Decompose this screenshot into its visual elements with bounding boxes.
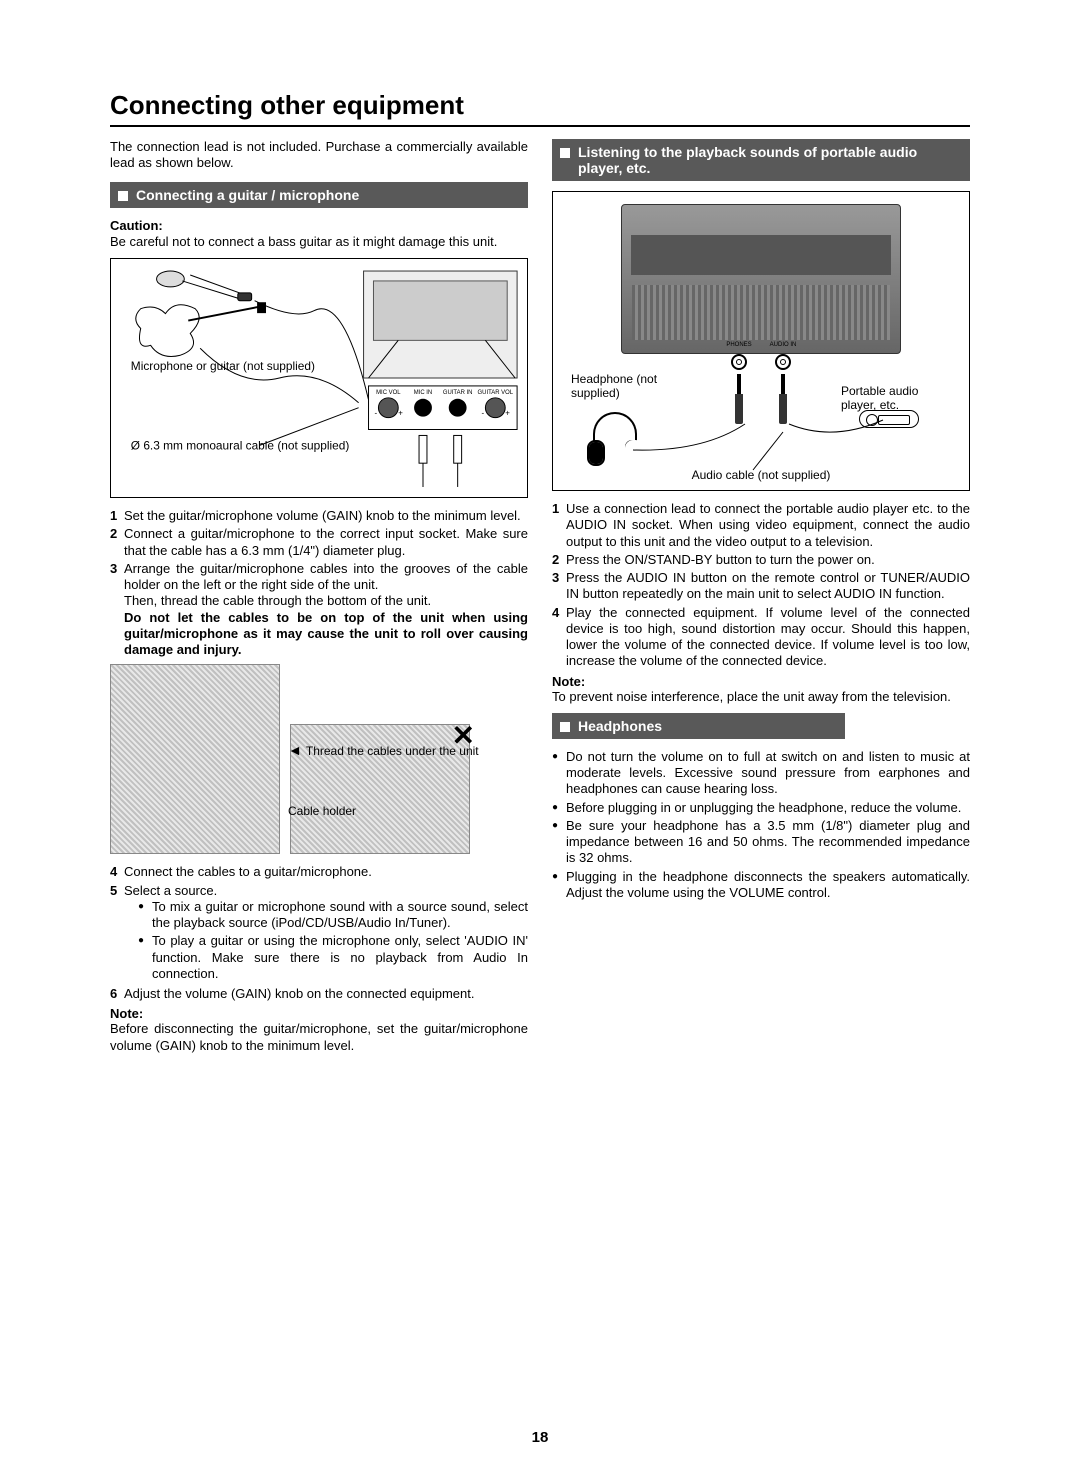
label-audio-cable: Audio cable (not supplied) [553,468,969,482]
bullet: Be sure your headphone has a 3.5 mm (1/8… [552,818,970,867]
headphone-bullets: Do not turn the volume on to full at swi… [552,749,970,901]
section-title: Connecting a guitar / microphone [136,187,359,203]
section-title: Listening to the playback sounds of port… [578,144,960,176]
svg-text:+: + [398,409,403,418]
plug-icon [735,374,743,424]
bullet: Before plugging in or unplugging the hea… [552,800,970,816]
svg-text:+: + [505,409,510,418]
bullet: Plugging in the headphone disconnects th… [552,869,970,902]
label-cable-holder: Cable holder [288,804,356,818]
step-4: Play the connected equipment. If volume … [552,605,970,670]
caution-label: Caution: [110,218,163,233]
portable-player-icon [859,410,919,428]
square-bullet-icon [118,191,128,201]
svg-text:GUITAR IN: GUITAR IN [443,390,473,396]
steps-list-b: Connect the cables to a guitar/microphon… [110,864,528,1002]
square-bullet-icon [560,722,570,732]
section-bar-audio-player: Listening to the playback sounds of port… [552,139,970,181]
svg-text:MIC VOL: MIC VOL [376,390,401,396]
svg-text:-: - [481,409,484,418]
section-bar-headphones: Headphones [552,713,845,739]
page-title: Connecting other equipment [110,90,970,127]
steps-list-right: Use a connection lead to connect the por… [552,501,970,670]
headphone-icon [583,412,643,472]
svg-text:MIC IN: MIC IN [414,390,432,396]
caution-block: Caution: Be careful not to connect a bas… [110,218,528,251]
manual-page: Connecting other equipment The connectio… [0,0,1080,1476]
label-headphone: Headphone (not supplied) [571,372,681,401]
audio-in-jack-icon [775,354,791,370]
fig1-label-mic: Microphone or guitar (not supplied) [131,359,315,373]
section-title: Headphones [578,718,662,734]
figure-guitar-mic-connection: Microphone or guitar (not supplied) Ø 6.… [110,258,528,498]
right-column: Listening to the playback sounds of port… [552,139,970,1062]
steps-list-a: Set the guitar/microphone volume (GAIN) … [110,508,528,658]
step-2: Press the ON/STAND-BY button to turn the… [552,552,970,568]
left-column: The connection lead is not included. Pur… [110,139,528,1062]
page-number: 18 [0,1429,1080,1446]
bullet: To play a guitar or using the microphone… [138,933,528,982]
bullet: Do not turn the volume on to full at swi… [552,749,970,798]
phones-jack-icon [731,354,747,370]
note-label: Note: [110,1006,528,1021]
svg-text:-: - [374,409,377,418]
step-5-bullets: To mix a guitar or microphone sound with… [138,899,528,982]
step-6: Adjust the volume (GAIN) knob on the con… [110,986,528,1002]
step-3-warning: Do not let the cables to be on top of th… [124,610,528,658]
arrow-icon: ◄ [288,742,302,758]
figure-cable-holder: ✕ ◄Thread the cables under the unit Cabl… [110,664,528,854]
caution-text: Be careful not to connect a bass guitar … [110,234,497,249]
plug-icon [779,374,787,424]
svg-text:GUITAR VOL: GUITAR VOL [478,390,514,396]
step-3: Press the AUDIO IN button on the remote … [552,570,970,603]
step-5: Select a source. To mix a guitar or micr… [110,883,528,985]
label-portable-player: Portable audio player, etc. [841,384,951,413]
image-unit-underside [110,664,280,854]
label-thread-cables: ◄Thread the cables under the unit [288,742,479,758]
intro-text: The connection lead is not included. Pur… [110,139,528,172]
step-3: Arrange the guitar/microphone cables int… [110,561,528,659]
step-4: Connect the cables to a guitar/microphon… [110,864,528,880]
bullet: To mix a guitar or microphone sound with… [138,899,528,932]
figure-audio-player-connection: PHONES AUDIO IN Headphone (not supplied)… [552,191,970,491]
svg-text:Ø 6.3 mm monoaural cable (not: Ø 6.3 mm monoaural cable (not supplied) [131,438,350,452]
step-1: Set the guitar/microphone volume (GAIN) … [110,508,528,524]
two-column-layout: The connection lead is not included. Pur… [110,139,970,1062]
image-unit-front [621,204,901,354]
jack-label-audio-in: AUDIO IN [768,342,798,348]
step-2: Connect a guitar/microphone to the corre… [110,526,528,559]
jack-label-phones: PHONES [724,342,754,348]
step-1: Use a connection lead to connect the por… [552,501,970,550]
note-text: Before disconnecting the guitar/micropho… [110,1021,528,1054]
note-text: To prevent noise interference, place the… [552,689,970,705]
section-bar-guitar-mic: Connecting a guitar / microphone [110,182,528,208]
note-label: Note: [552,674,970,689]
square-bullet-icon [560,148,570,158]
